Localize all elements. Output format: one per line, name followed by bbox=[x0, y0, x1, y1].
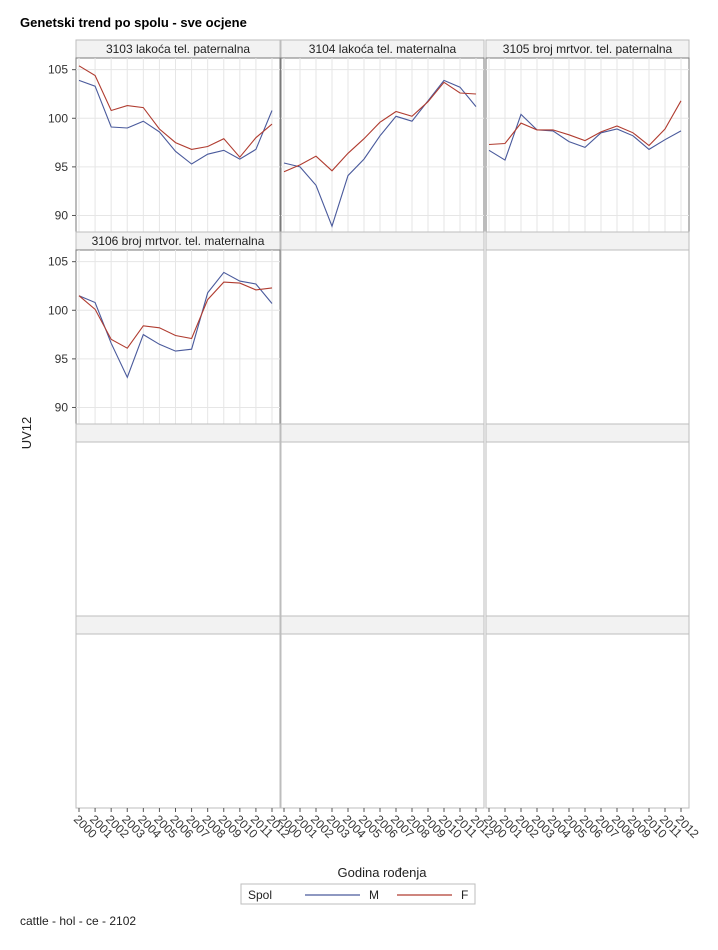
panel-empty bbox=[485, 231, 690, 425]
chart-title: Genetski trend po spolu - sve ocjene bbox=[20, 15, 247, 30]
series-line-m bbox=[488, 113, 682, 161]
series-line-f bbox=[78, 65, 273, 159]
series-line-m bbox=[283, 79, 477, 228]
panel-frame bbox=[280, 249, 485, 425]
panel-strip bbox=[485, 231, 690, 251]
panel-empty bbox=[280, 423, 485, 617]
panel-frame bbox=[485, 633, 690, 809]
series-line-f bbox=[78, 281, 273, 349]
y-tick-label: 90 bbox=[55, 208, 69, 222]
panel-frame bbox=[75, 57, 281, 233]
y-tick-label: 90 bbox=[55, 400, 69, 414]
series-line-m bbox=[78, 271, 273, 379]
panel-empty bbox=[75, 423, 281, 617]
panel-frame bbox=[75, 633, 281, 809]
y-tick-label: 100 bbox=[48, 303, 68, 317]
panel-empty bbox=[485, 615, 690, 809]
legend-title: Spol bbox=[248, 888, 272, 902]
panel-frame bbox=[280, 441, 485, 617]
panel-frame bbox=[280, 633, 485, 809]
panel-frame bbox=[75, 441, 281, 617]
y-tick-label: 95 bbox=[55, 352, 69, 366]
panel-strip-label: 3106 broj mrtvor. tel. maternalna bbox=[92, 234, 265, 248]
panel-strip-label: 3104 lakoća tel. maternalna bbox=[309, 42, 457, 56]
panel-1: 3103 lakoća tel. paternalna 90 95 100 105 bbox=[48, 39, 281, 233]
footnote: cattle - hol - ce - 2102 bbox=[20, 914, 136, 928]
panel-3: 3105 broj mrtvor. tel. paternalna bbox=[485, 39, 690, 233]
panel-2: 3104 lakoća tel. maternalna bbox=[280, 39, 485, 233]
y-tick-label: 105 bbox=[48, 255, 68, 269]
y-axis-label: UV12 bbox=[19, 417, 34, 450]
panel-frame bbox=[485, 249, 690, 425]
panel-4: 3106 broj mrtvor. tel. maternalna 90 95 100… bbox=[48, 231, 281, 425]
panel-strip bbox=[75, 615, 281, 635]
legend: Spol M F bbox=[240, 883, 476, 905]
series-line-f bbox=[283, 81, 477, 173]
y-tick-label: 105 bbox=[48, 63, 68, 77]
panel-frame bbox=[485, 441, 690, 617]
panel-empty bbox=[280, 615, 485, 809]
panel-strip bbox=[280, 423, 485, 443]
panel-empty bbox=[485, 423, 690, 617]
panels-layer: 3103 lakoća tel. paternalna9095100105310… bbox=[48, 39, 690, 809]
panel-frame bbox=[75, 249, 281, 425]
panel-strip bbox=[280, 231, 485, 251]
x-axis: 2000200120022003200420052006200720082009… bbox=[71, 808, 702, 841]
series-line-m bbox=[78, 79, 273, 165]
x-axis-label: Godina rođenja bbox=[338, 865, 428, 880]
panel-empty bbox=[75, 615, 281, 809]
panel-empty bbox=[280, 231, 485, 425]
panel-strip-label: 3105 broj mrtvor. tel. paternalna bbox=[503, 42, 673, 56]
panel-strip-label: 3103 lakoća tel. paternalna bbox=[106, 42, 250, 56]
panel-strip bbox=[280, 615, 485, 635]
legend-box bbox=[240, 883, 476, 905]
legend-label-f: F bbox=[461, 888, 468, 902]
panel-strip bbox=[75, 423, 281, 443]
panel-strip bbox=[485, 615, 690, 635]
panel-strip bbox=[485, 423, 690, 443]
legend-label-m: M bbox=[369, 888, 379, 902]
y-tick-label: 100 bbox=[48, 111, 68, 125]
series-line-f bbox=[488, 100, 682, 147]
y-tick-label: 95 bbox=[55, 160, 69, 174]
